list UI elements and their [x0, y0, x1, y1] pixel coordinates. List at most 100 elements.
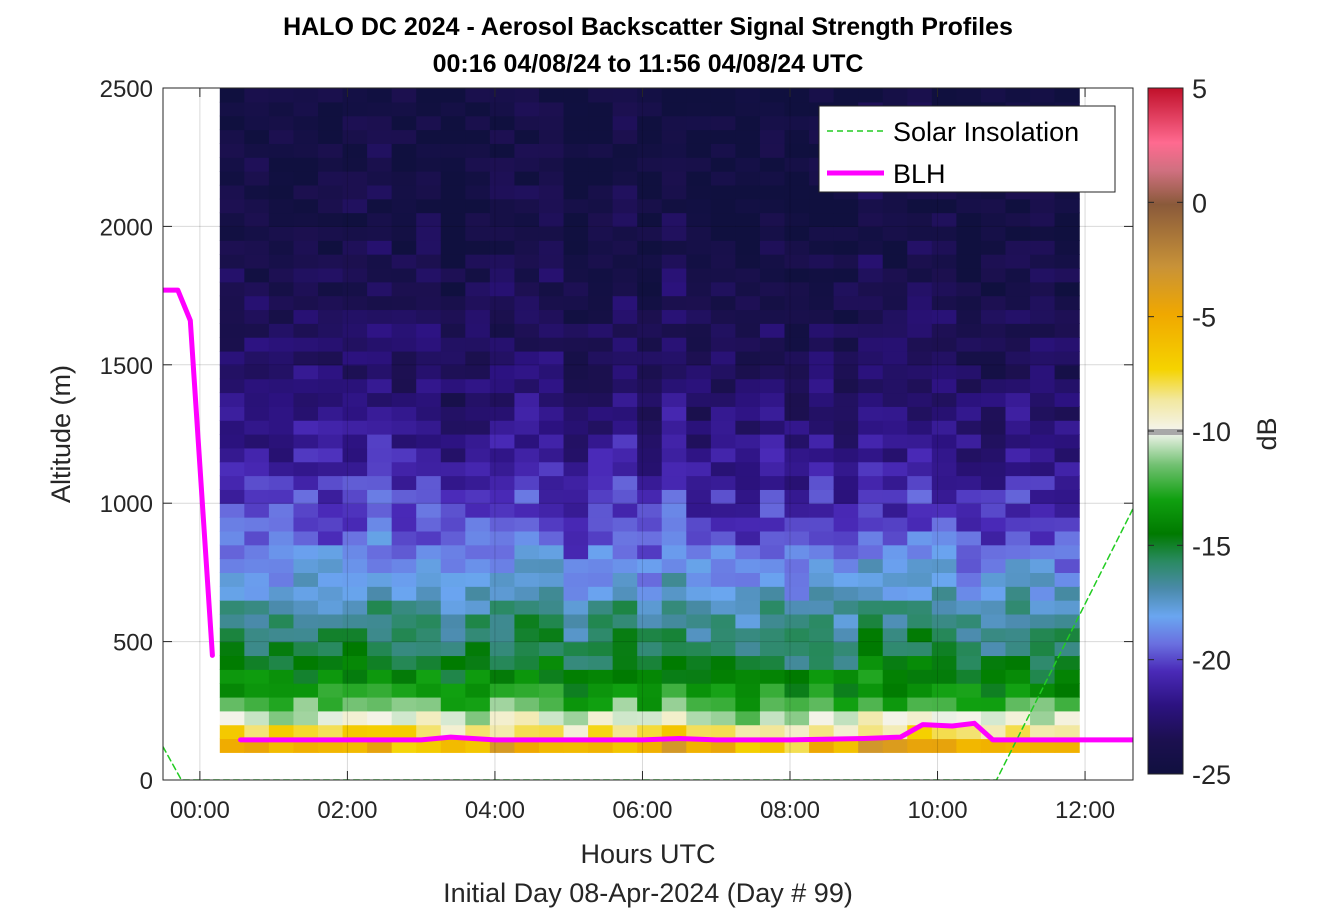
heatmap-cell	[440, 710, 466, 726]
heatmap-cell	[588, 171, 614, 186]
heatmap-cell	[440, 655, 466, 670]
heatmap-cell	[588, 696, 614, 712]
heatmap-cell	[342, 600, 368, 615]
heatmap-cell	[735, 337, 761, 352]
heatmap-cell	[637, 447, 663, 463]
heatmap-cell	[514, 489, 540, 504]
heatmap-cell	[465, 267, 491, 283]
heatmap-cell	[538, 696, 565, 712]
heatmap-cell	[907, 406, 933, 421]
heatmap-cell	[318, 295, 344, 311]
heatmap-cell	[367, 392, 393, 407]
heatmap-cell	[293, 309, 319, 324]
heatmap-cell	[882, 586, 908, 601]
heatmap-cell	[686, 461, 712, 477]
heatmap-cell	[833, 198, 859, 214]
heatmap-cell	[882, 309, 908, 324]
heatmap-cell	[514, 212, 540, 227]
heatmap-cell	[784, 544, 810, 560]
initial-day-label: Initial Day 08-Apr-2024 (Day # 99)	[443, 878, 853, 908]
heatmap-cell	[293, 115, 319, 131]
heatmap-cell	[735, 586, 761, 601]
heatmap-cell	[907, 683, 933, 698]
heatmap-cell	[268, 309, 295, 324]
heatmap-cell	[1005, 267, 1031, 283]
heatmap-cell	[784, 489, 810, 504]
heatmap-cell	[686, 586, 712, 601]
heatmap-cell	[416, 364, 442, 380]
heatmap-cell	[858, 434, 884, 449]
heatmap-cell	[612, 558, 638, 573]
heatmap-cell	[514, 447, 540, 463]
heatmap-cell	[1054, 641, 1080, 657]
heatmap-cell	[391, 295, 417, 311]
heatmap-cell	[809, 724, 835, 740]
heatmap-cell	[588, 600, 614, 615]
heatmap-cell	[1030, 586, 1056, 601]
heatmap-cell	[784, 129, 810, 144]
heatmap-cell	[514, 544, 540, 560]
heatmap-cell	[809, 544, 835, 560]
heatmap-cell	[809, 696, 835, 712]
heatmap-cell	[759, 115, 786, 131]
heatmap-cell	[882, 613, 908, 629]
heatmap-cell	[882, 323, 908, 338]
heatmap-cell	[244, 309, 270, 324]
heatmap-cell	[661, 558, 687, 573]
heatmap-cell	[489, 337, 516, 352]
heatmap-cell	[809, 406, 835, 421]
heatmap-cell	[637, 254, 663, 269]
heatmap-cell	[465, 738, 491, 753]
heatmap-cell	[514, 434, 540, 449]
heatmap-cell	[538, 88, 565, 103]
heatmap-cell	[391, 378, 417, 394]
heatmap-cell	[268, 683, 295, 698]
heatmap-cell	[710, 295, 737, 311]
heatmap-cell	[858, 655, 884, 670]
heatmap-cell	[588, 350, 614, 366]
heatmap-cell	[293, 157, 319, 172]
heatmap-cell	[219, 406, 245, 421]
heatmap-cell	[1005, 295, 1031, 311]
heatmap-cell	[367, 641, 393, 657]
heatmap-cell	[563, 434, 589, 449]
heatmap-cell	[956, 489, 982, 504]
heatmap-cell	[637, 295, 663, 311]
heatmap-cell	[538, 143, 565, 158]
heatmap-cell	[440, 337, 466, 352]
heatmap-cell	[907, 88, 933, 103]
heatmap-cell	[637, 489, 663, 504]
heatmap-cell	[391, 530, 417, 546]
heatmap-cell	[440, 88, 466, 103]
heatmap-cell	[858, 337, 884, 352]
heatmap-cell	[661, 503, 687, 518]
heatmap-cell	[637, 434, 663, 449]
heatmap-cell	[268, 434, 295, 449]
heatmap-cell	[686, 641, 712, 657]
heatmap-cell	[686, 669, 712, 684]
heatmap-cell	[416, 350, 442, 366]
heatmap-cell	[563, 558, 589, 573]
heatmap-cell	[367, 212, 393, 227]
heatmap-cell	[858, 364, 884, 380]
heatmap-cell	[489, 447, 516, 463]
heatmap-cell	[858, 724, 884, 740]
heatmap-cell	[514, 115, 540, 131]
heatmap-cell	[538, 489, 565, 504]
heatmap-cell	[735, 184, 761, 200]
heatmap-cell	[416, 475, 442, 490]
heatmap-cell	[244, 461, 270, 477]
heatmap-cell	[293, 254, 319, 269]
heatmap-cell	[538, 420, 565, 435]
heatmap-cell	[1005, 517, 1031, 532]
heatmap-cell	[318, 281, 344, 297]
heatmap-cell	[489, 683, 516, 698]
heatmap-cell	[538, 724, 565, 740]
heatmap-cell	[244, 517, 270, 532]
heatmap-cell	[489, 364, 516, 380]
heatmap-cell	[956, 696, 982, 712]
heatmap-cell	[367, 544, 393, 560]
heatmap-cell	[244, 600, 270, 615]
heatmap-cell	[268, 600, 295, 615]
heatmap-cell	[293, 489, 319, 504]
